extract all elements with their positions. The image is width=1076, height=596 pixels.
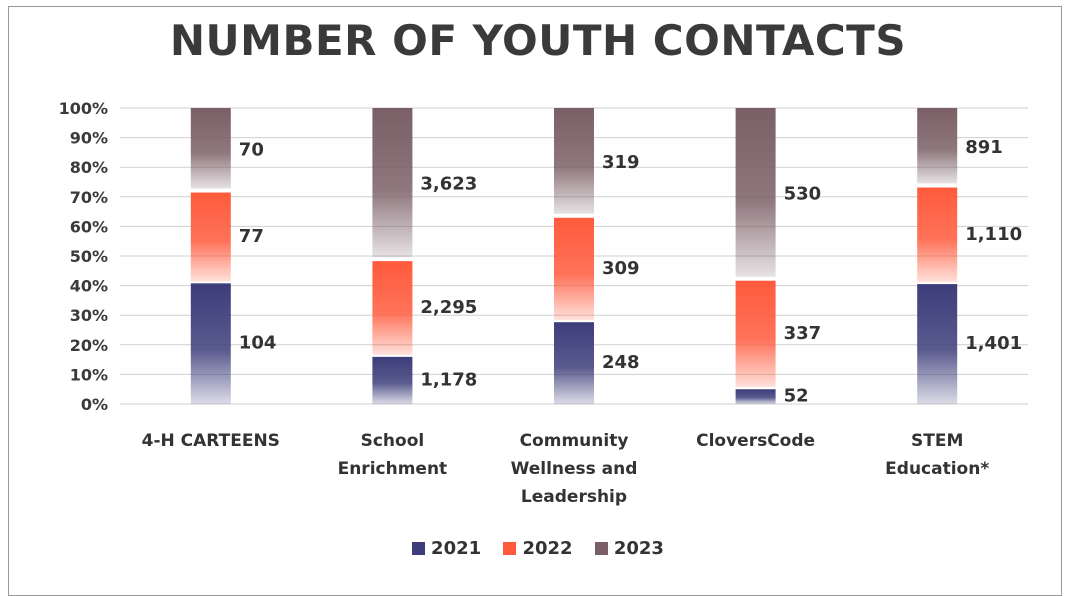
y-tick-label: 10% xyxy=(70,365,108,384)
legend-label-2021: 2021 xyxy=(431,538,482,559)
legend-item-2021: 2021 xyxy=(412,538,481,559)
data-label-2021: 248 xyxy=(602,352,640,373)
x-category-label: 4-H CARTEENS xyxy=(142,431,280,451)
legend-swatch-2023 xyxy=(594,542,608,555)
legend-label-2022: 2022 xyxy=(522,538,573,559)
data-label-2023: 891 xyxy=(965,137,1003,158)
x-category-label: STEM Education* xyxy=(885,431,989,479)
y-tick-label: 50% xyxy=(70,247,108,266)
data-label-2022: 1,110 xyxy=(965,224,1022,245)
bar-segment-2023 xyxy=(554,108,594,214)
y-tick-label: 60% xyxy=(70,217,108,236)
bar-segment-2023 xyxy=(735,108,776,277)
bar-segment-2022 xyxy=(735,280,776,388)
y-axis: 0% 10% 20% 30% 40% 50% 60% 70% 80% 90% 100% xyxy=(59,99,108,414)
data-label-2023: 3,623 xyxy=(420,174,477,195)
data-labels: 104 77 70 1,178 2,295 3,623 248 309 319 52 337 530 1… xyxy=(239,137,1022,407)
x-category-label: School Enrichment xyxy=(338,431,448,479)
bar-segment-2023 xyxy=(372,108,413,258)
data-label-2023: 70 xyxy=(239,139,264,160)
data-label-2022: 2,295 xyxy=(420,297,477,318)
y-tick-label: 0% xyxy=(81,395,108,414)
data-label-2021: 104 xyxy=(239,333,277,354)
bar-segment-2022 xyxy=(372,261,413,355)
data-label-2021: 1,401 xyxy=(965,333,1022,354)
bar-segment-2022 xyxy=(554,217,594,321)
x-category-label: CloversCode xyxy=(696,431,815,451)
chart-title: NUMBER OF YOUTH CONTACTS xyxy=(169,16,907,65)
bar-segment-2022 xyxy=(917,187,958,283)
legend-item-2022: 2022 xyxy=(503,538,573,559)
y-tick-label: 20% xyxy=(70,336,108,355)
x-category-label: Community Wellness and Leadership xyxy=(511,431,638,507)
y-tick-label: 80% xyxy=(70,158,108,177)
y-tick-label: 40% xyxy=(70,277,108,296)
bar-segment-2021 xyxy=(190,283,231,404)
legend-swatch-2022 xyxy=(503,542,517,555)
data-label-2022: 337 xyxy=(784,323,822,344)
data-label-2021: 52 xyxy=(784,386,809,407)
legend-item-2023: 2023 xyxy=(594,538,664,559)
chart-frame xyxy=(8,6,1062,596)
bar-segment-2021 xyxy=(917,284,958,404)
stacked-bar-chart: 0% 10% 20% 30% 40% 50% 60% 70% 80% 90% 100% 104 77 7… xyxy=(59,99,1028,507)
data-label-2023: 530 xyxy=(784,183,822,204)
bar-segment-2023 xyxy=(917,108,958,184)
bar-segment-2022 xyxy=(190,192,231,282)
x-axis: 4-H CARTEENS School Enrichment Community Wel… xyxy=(142,431,990,507)
y-tick-label: 70% xyxy=(70,188,108,207)
bar-segment-2021 xyxy=(372,356,413,404)
y-tick-label: 90% xyxy=(70,129,108,148)
data-label-2023: 319 xyxy=(602,152,640,173)
y-tick-label: 30% xyxy=(70,306,108,325)
bar-segment-2023 xyxy=(190,108,231,189)
bars xyxy=(190,108,958,404)
data-label-2022: 309 xyxy=(602,258,640,279)
y-tick-label: 100% xyxy=(59,99,108,118)
data-label-2022: 77 xyxy=(239,226,264,247)
legend-label-2023: 2023 xyxy=(613,538,664,559)
legend-swatch-2021 xyxy=(412,542,426,555)
legend: 2021 2022 2023 xyxy=(0,538,1076,559)
bar-segment-2021 xyxy=(554,322,594,404)
bar-segment-2021 xyxy=(735,389,776,404)
data-label-2021: 1,178 xyxy=(420,369,477,390)
